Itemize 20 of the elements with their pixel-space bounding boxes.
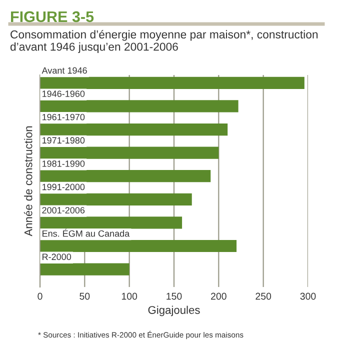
y-tick-label: 1971-1980 xyxy=(42,137,85,144)
x-tick-label: 100 xyxy=(122,292,138,300)
x-tick-label: 200 xyxy=(211,292,226,300)
y-axis-title: Année de construction xyxy=(24,126,32,236)
y-tick-label: Avant 1946 xyxy=(42,67,87,74)
x-tick-label: 300 xyxy=(300,292,316,300)
y-tick-label: 1981-1990 xyxy=(42,160,85,167)
x-tick-label: 250 xyxy=(256,292,272,300)
x-axis-title: Gigajoules xyxy=(148,306,200,316)
chart-subtitle: Consommation d’énergie moyenne par maison*, construction d’avant 1946 jusqu’en 2001-2006 xyxy=(10,30,318,54)
y-tick-label: R-2000 xyxy=(42,254,72,260)
chart-title: FIGURE 3-5 xyxy=(11,11,94,22)
x-tick-label: 50 xyxy=(80,292,90,300)
y-tick-label: Ens. ÉGM au Canada xyxy=(42,228,130,237)
y-tick-label: 1961-1970 xyxy=(42,114,85,120)
x-tick-label: 150 xyxy=(166,292,182,300)
x-tick-label: 0 xyxy=(38,292,42,300)
y-tick-label: 1946-1960 xyxy=(42,90,85,97)
y-tick-label: 2001-2006 xyxy=(42,207,85,214)
y-tick-label: 1991-2000 xyxy=(42,184,85,190)
